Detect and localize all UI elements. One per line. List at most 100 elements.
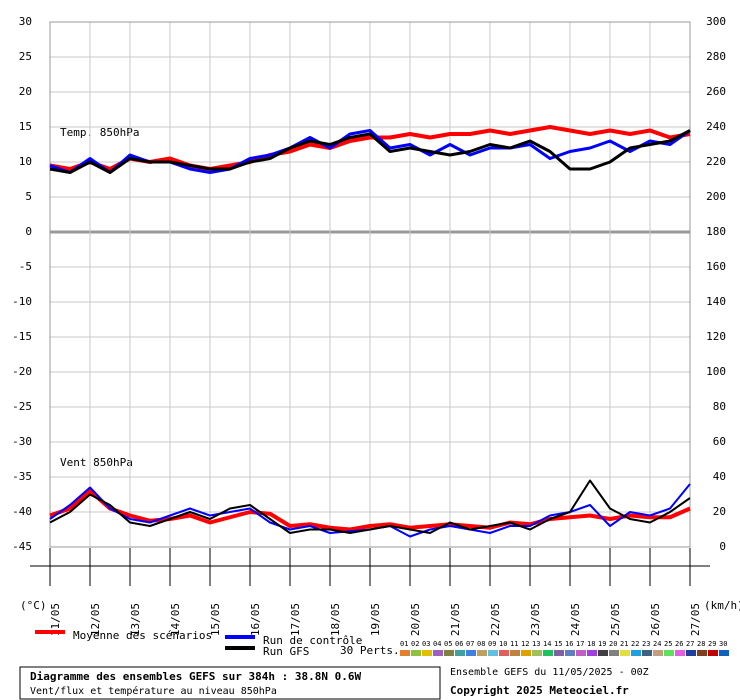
y2-tick-label: 20: [713, 505, 726, 518]
chart-subtitle: Vent/flux et température au niveau 850hP…: [30, 685, 277, 697]
y-tick-label: -20: [12, 365, 32, 378]
y-tick-label: 15: [19, 120, 32, 133]
perturbation-swatch: [477, 650, 487, 656]
y-tick-label: -5: [19, 260, 32, 273]
y-tick-label: -35: [12, 470, 32, 483]
perturbation-swatch: [532, 650, 542, 656]
perturbation-label: 06: [455, 640, 463, 648]
perturbation-swatch: [686, 650, 696, 656]
y2-tick-label: 80: [713, 400, 726, 413]
perturbation-label: 26: [675, 640, 683, 648]
perturbation-swatch: [719, 650, 729, 656]
perturbation-swatch: [565, 650, 575, 656]
x-tick-label: 22/05: [489, 603, 502, 636]
plot-frame: [49, 21, 691, 548]
perturbation-label: 01: [400, 640, 408, 648]
perturbation-label: 20: [609, 640, 617, 648]
y2-tick-label: 160: [706, 260, 726, 273]
perturbation-label: 07: [466, 640, 474, 648]
y2-tick-label: 280: [706, 50, 726, 63]
perturbation-swatch: [422, 650, 432, 656]
y-tick-label: 5: [25, 190, 32, 203]
perturbation-label: 10: [499, 640, 507, 648]
perturbation-swatch: [510, 650, 520, 656]
title-box: [19, 666, 441, 700]
perturbation-swatch: [697, 650, 707, 656]
perturbation-label: 19: [598, 640, 606, 648]
perturbation-label: 30: [719, 640, 727, 648]
perturbation-swatch: [455, 650, 465, 656]
perturbation-label: 17: [576, 640, 584, 648]
y2-tick-label: 0: [719, 540, 726, 553]
y-tick-label: -40: [12, 505, 32, 518]
legend-label: Run GFS: [263, 645, 309, 658]
perturbation-swatch: [400, 650, 410, 656]
perturbation-swatch: [664, 650, 674, 656]
x-tick-label: 19/05: [369, 603, 382, 636]
perturbation-swatch: [499, 650, 509, 656]
x-tick-label: 21/05: [449, 603, 462, 636]
perturbation-label: 09: [488, 640, 496, 648]
perturbation-label: 15: [554, 640, 562, 648]
perturbation-swatch: [466, 650, 476, 656]
y-tick-label: 20: [19, 85, 32, 98]
y2-tick-label: 120: [706, 330, 726, 343]
annotation: Temp. 850hPa: [60, 126, 139, 139]
perturbation-swatch: [598, 650, 608, 656]
perturbation-swatch: [543, 650, 553, 656]
y2-axis-label: (km/h): [704, 599, 740, 612]
y-tick-label: 10: [19, 155, 32, 168]
x-tick-label: 14/05: [169, 603, 182, 636]
perturbation-label: 27: [686, 640, 694, 648]
y-tick-label: 25: [19, 50, 32, 63]
perturbation-swatch: [609, 650, 619, 656]
perturbation-swatch: [554, 650, 564, 656]
perturbation-swatch: [444, 650, 454, 656]
perturbation-swatch: [521, 650, 531, 656]
perturbation-label: 03: [422, 640, 430, 648]
perturbation-swatch: [675, 650, 685, 656]
y2-tick-label: 40: [713, 470, 726, 483]
x-tick-label: 20/05: [409, 603, 422, 636]
series-line: [49, 129, 691, 174]
x-tick-label: 11/05: [49, 603, 62, 636]
y-axis-label: (°C): [20, 599, 47, 612]
perturbation-swatch: [488, 650, 498, 656]
perturbation-label: 29: [708, 640, 716, 648]
x-tick-label: 17/05: [289, 603, 302, 636]
legend-label: Run de contrôle: [263, 634, 362, 647]
perturbation-label: 11: [510, 640, 518, 648]
x-tick-label: 23/05: [529, 603, 542, 636]
perturbation-label: 05: [444, 640, 452, 648]
x-tick-label: 18/05: [329, 603, 342, 636]
perturbation-label: 18: [587, 640, 595, 648]
y2-tick-label: 100: [706, 365, 726, 378]
perturbation-label: 14: [543, 640, 551, 648]
x-tick-label: 25/05: [609, 603, 622, 636]
perturbation-label: 04: [433, 640, 441, 648]
perturbation-label: 12: [521, 640, 529, 648]
x-tick-label: 27/05: [689, 603, 702, 636]
y-tick-label: -45: [12, 540, 32, 553]
perturbation-label: 22: [631, 640, 639, 648]
perturbation-label: 21: [620, 640, 628, 648]
y-tick-label: 30: [19, 15, 32, 28]
y2-tick-label: 260: [706, 85, 726, 98]
copyright: Copyright 2025 Meteociel.fr: [450, 684, 629, 697]
legend-label: Moyenne des scénarios: [73, 629, 212, 642]
perturbation-swatch: [653, 650, 663, 656]
perturbation-label: 28: [697, 640, 705, 648]
perturbation-label: 16: [565, 640, 573, 648]
chart-title: Diagramme des ensembles GEFS sur 384h : …: [30, 670, 362, 683]
run-label: Ensemble GEFS du 11/05/2025 - 00Z: [450, 667, 649, 678]
y2-tick-label: 140: [706, 295, 726, 308]
annotation: Vent 850hPa: [60, 456, 133, 469]
perturbation-swatch: [587, 650, 597, 656]
perturbation-label: 02: [411, 640, 419, 648]
x-tick-label: 24/05: [569, 603, 582, 636]
y2-tick-label: 200: [706, 190, 726, 203]
perturbation-label: 23: [642, 640, 650, 648]
perturbation-swatch: [620, 650, 630, 656]
perturbation-swatch: [411, 650, 421, 656]
